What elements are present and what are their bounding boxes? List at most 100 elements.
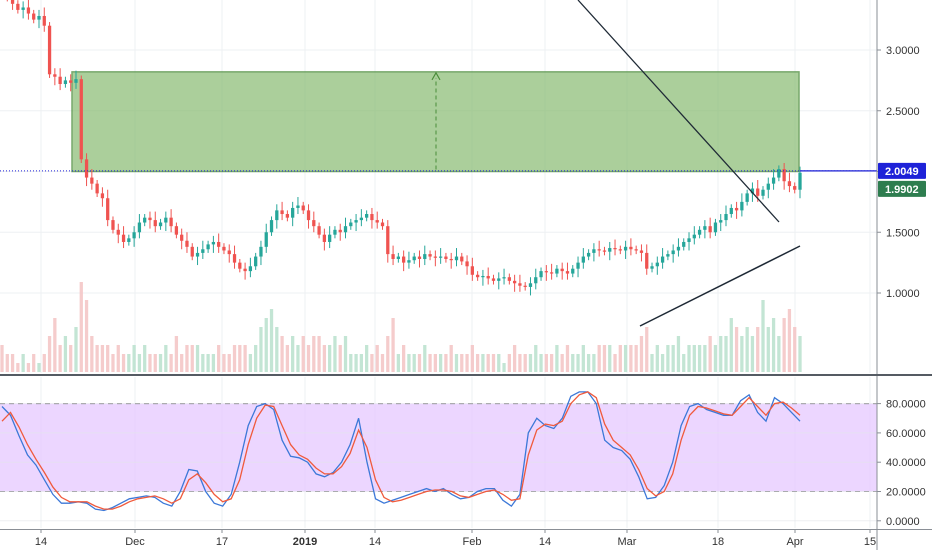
candle-body xyxy=(343,226,348,233)
volume-bar xyxy=(449,345,453,372)
volume-bar xyxy=(438,354,443,372)
candle-body xyxy=(766,183,770,190)
candle-body xyxy=(539,271,543,278)
candle-body xyxy=(116,229,120,235)
volume-bar xyxy=(645,327,649,372)
candle-body xyxy=(608,248,612,252)
candle-body xyxy=(660,256,665,263)
stochastic-tick-label: 60.0000 xyxy=(886,428,926,440)
volume-bar xyxy=(502,363,506,372)
volume-bar xyxy=(444,354,448,372)
candle-body xyxy=(713,222,718,233)
candle-body xyxy=(623,246,628,251)
volume-bar xyxy=(312,336,316,372)
volume-bar xyxy=(291,336,295,372)
candle-body xyxy=(787,181,792,187)
time-tick-label: 17 xyxy=(216,536,228,548)
candle-body xyxy=(301,205,305,211)
volume-bar xyxy=(729,318,733,372)
candle-body xyxy=(132,232,136,239)
volume-bar xyxy=(719,336,723,372)
candle-body xyxy=(671,250,675,255)
volume-bar xyxy=(63,336,68,372)
volume-bar xyxy=(602,345,607,372)
candle-body xyxy=(322,234,327,242)
candle-body xyxy=(761,189,765,196)
volume-bar xyxy=(222,354,226,372)
volume-bar xyxy=(285,345,290,372)
candle-body xyxy=(338,229,342,233)
candle-body xyxy=(380,222,385,227)
candle-body xyxy=(21,7,25,10)
volume-bar xyxy=(248,354,253,372)
volume-bar xyxy=(576,354,580,372)
volume-bar xyxy=(407,354,411,372)
volume-bar xyxy=(343,336,348,372)
volume-bar xyxy=(539,354,543,372)
price-tick-label: 1.5000 xyxy=(886,227,920,239)
volume-bar xyxy=(523,354,527,372)
volume-bar xyxy=(296,345,300,372)
candle-body xyxy=(407,260,411,263)
candle-body xyxy=(328,234,332,242)
volume-bar xyxy=(734,327,739,372)
candle-body xyxy=(512,280,517,284)
candle-body xyxy=(232,254,237,263)
candle-body xyxy=(534,277,538,284)
candle-body xyxy=(719,220,723,223)
candle-body xyxy=(201,249,205,253)
trend-drawings xyxy=(0,0,877,327)
time-tick-label: Apr xyxy=(786,536,803,548)
volume-bar xyxy=(58,345,62,372)
candle-body xyxy=(195,252,200,257)
volume-bar xyxy=(116,345,120,372)
time-tick-label: Dec xyxy=(125,536,145,548)
volume-bar xyxy=(359,354,364,372)
volume-bar xyxy=(428,354,432,372)
resistance-trendline xyxy=(577,0,780,223)
candle-body xyxy=(491,278,496,281)
candle-body xyxy=(386,226,390,255)
candle-body xyxy=(565,271,570,274)
volume-bar xyxy=(317,336,321,372)
candle-body xyxy=(745,193,749,202)
volume-bar xyxy=(560,354,564,372)
volume-bar xyxy=(365,345,369,372)
volume-bar xyxy=(21,354,25,372)
volume-bar xyxy=(497,354,501,372)
volume-bar xyxy=(74,327,78,372)
volume-bar xyxy=(190,345,194,372)
candle-body xyxy=(121,234,126,242)
candle-body xyxy=(58,76,62,85)
candle-body xyxy=(571,268,575,274)
candle-body xyxy=(312,220,316,227)
candle-body xyxy=(460,256,464,262)
volume-bar xyxy=(164,345,168,372)
volume-bar xyxy=(211,354,216,372)
candle-body xyxy=(618,249,622,251)
candle-body xyxy=(248,266,253,272)
candle-body xyxy=(613,248,617,250)
candle-body xyxy=(69,80,73,83)
volume-bar xyxy=(756,327,760,372)
candle-body xyxy=(771,177,776,184)
candle-body xyxy=(576,262,580,269)
volume-bar xyxy=(53,318,57,372)
candle-body xyxy=(697,229,702,235)
candle-body xyxy=(185,240,189,247)
volume-bar xyxy=(79,282,83,372)
candle-body xyxy=(602,250,607,252)
candle-body xyxy=(79,79,83,160)
volume-bar xyxy=(724,336,728,372)
volume-bar xyxy=(370,354,374,372)
volume-bar xyxy=(475,354,480,372)
volume-bar xyxy=(402,345,406,372)
time-tick-label: Feb xyxy=(463,536,482,548)
candle-body xyxy=(703,226,707,230)
candle-body xyxy=(285,214,290,218)
candle-body xyxy=(734,207,739,211)
candle-body xyxy=(433,256,437,258)
volume-bar xyxy=(185,345,189,372)
candle-body xyxy=(676,246,681,251)
